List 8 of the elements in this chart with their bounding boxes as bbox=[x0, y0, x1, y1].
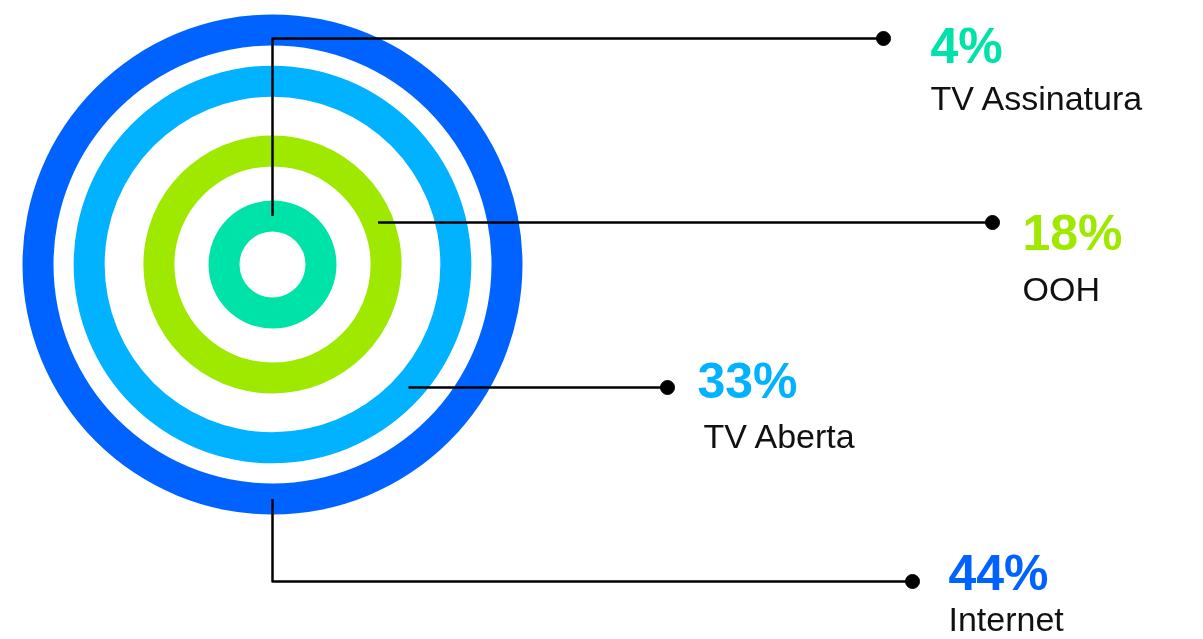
data-label: 33% bbox=[697, 352, 798, 409]
data-label: 4% bbox=[930, 17, 1003, 74]
category-label: Internet bbox=[948, 599, 1065, 638]
category-label: TV Aberta bbox=[703, 416, 855, 455]
data-label: 44% bbox=[948, 544, 1049, 601]
category-label: TV Assinatura bbox=[930, 78, 1143, 117]
data-label: 18% bbox=[1022, 204, 1123, 261]
category-label: OOH bbox=[1022, 269, 1100, 308]
